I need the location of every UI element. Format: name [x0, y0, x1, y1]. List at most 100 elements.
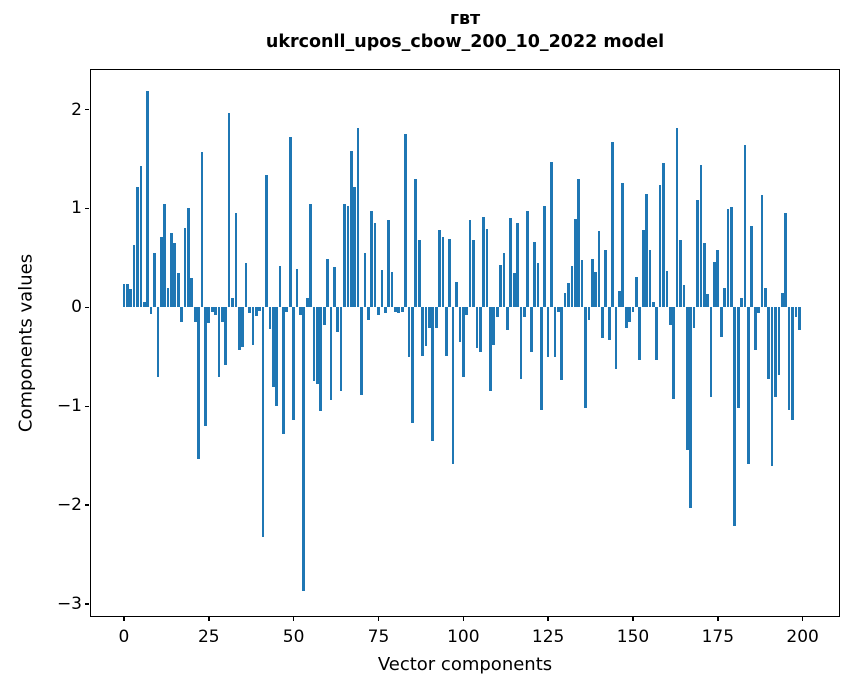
bar: [441, 237, 445, 308]
bar: [594, 271, 597, 308]
bar: [424, 307, 428, 346]
bar: [713, 261, 716, 308]
bar: [523, 307, 526, 318]
bar: [502, 252, 506, 308]
bar: [784, 213, 788, 308]
bar: [285, 307, 289, 313]
bar: [509, 218, 513, 308]
y-tick-label: −2: [56, 495, 82, 516]
bar: [288, 137, 292, 308]
bar: [699, 164, 703, 308]
bar: [628, 307, 631, 323]
bar: [665, 270, 669, 308]
bar: [567, 282, 570, 308]
bar: [631, 307, 635, 313]
x-tick-mark: [462, 617, 465, 621]
bar: [672, 307, 676, 400]
bar: [533, 242, 536, 308]
bar: [428, 307, 431, 329]
y-tick-mark: [85, 207, 89, 210]
bar: [506, 307, 509, 331]
x-tick-label: 25: [197, 627, 220, 647]
bar: [125, 283, 129, 308]
bar: [794, 307, 798, 318]
bar: [431, 307, 435, 441]
bar: [336, 307, 340, 333]
bar: [139, 165, 143, 308]
bar: [563, 292, 567, 308]
bar: [404, 134, 407, 308]
bar: [363, 252, 367, 308]
bar: [217, 307, 221, 377]
bar: [366, 307, 370, 321]
bar: [166, 287, 170, 308]
bar: [757, 307, 760, 314]
y-tick-mark: [85, 306, 89, 309]
bar: [397, 307, 401, 314]
bar: [679, 240, 682, 308]
bar: [295, 268, 299, 308]
bar: [444, 307, 448, 356]
bar: [231, 297, 234, 308]
bar: [370, 211, 374, 308]
bar: [241, 307, 245, 347]
bar: [597, 231, 601, 308]
bar: [689, 307, 693, 509]
bar: [495, 307, 499, 318]
bar: [292, 307, 295, 421]
bar: [519, 307, 523, 379]
bar: [221, 307, 224, 323]
bar: [618, 290, 621, 308]
bar: [726, 209, 730, 308]
bar: [258, 307, 262, 312]
bar: [176, 272, 180, 308]
bar: [349, 151, 353, 308]
bar: [624, 307, 628, 329]
y-tick-label: −1: [56, 396, 82, 417]
bar: [662, 162, 665, 308]
bar: [146, 90, 150, 308]
x-tick-mark: [801, 617, 804, 621]
bar: [763, 287, 767, 308]
bar: [149, 307, 153, 315]
bar: [736, 307, 740, 409]
bar: [190, 277, 194, 308]
y-tick-label: −3: [56, 594, 82, 615]
y-axis-label: Components values: [15, 253, 37, 433]
bar: [142, 302, 146, 308]
bar: [516, 223, 519, 308]
bar: [224, 307, 228, 365]
bar: [210, 307, 214, 313]
bar: [540, 307, 543, 411]
bar: [696, 199, 699, 308]
bar: [587, 307, 591, 321]
bar: [702, 243, 706, 308]
x-tick-mark: [717, 617, 719, 621]
x-tick-mark: [123, 617, 125, 621]
bar: [740, 297, 743, 308]
bar: [353, 186, 357, 308]
chart-title: гвт: [449, 9, 481, 29]
bar: [635, 276, 638, 308]
bar: [356, 128, 360, 308]
bar: [577, 178, 581, 308]
x-tick-mark: [547, 617, 549, 621]
bar: [716, 250, 720, 308]
x-tick-label: 150: [616, 627, 650, 647]
bar: [316, 307, 319, 384]
bar: [156, 307, 160, 377]
x-tick-label: 100: [447, 627, 480, 647]
bar: [645, 193, 648, 308]
bar: [129, 288, 133, 308]
bar: [271, 307, 275, 387]
bar: [461, 307, 465, 377]
bar: [675, 128, 679, 308]
bar: [400, 307, 404, 313]
chart-subtitle: ukrconll_upos_cbow_200_10_2022 model: [265, 32, 665, 52]
bar: [187, 208, 190, 308]
bar: [550, 161, 553, 308]
bar: [411, 307, 414, 424]
bar: [248, 307, 251, 314]
y-tick-label: 2: [71, 99, 82, 120]
bar: [546, 307, 550, 357]
